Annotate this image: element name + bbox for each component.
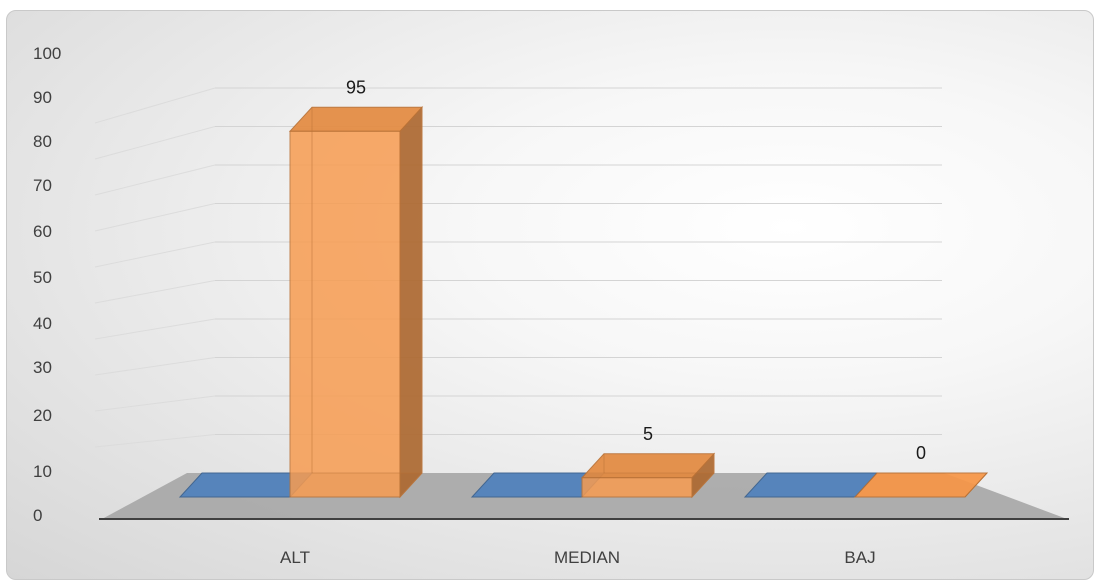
bar-alt-series2-side [399, 105, 423, 499]
bar-chart: 0 10 20 30 40 50 60 70 80 90 100 95 ALT 5 MEDIAN 0 BAJ [33, 44, 1069, 567]
y-tick-label: 0 [33, 506, 42, 525]
chart-area: 0 10 20 30 40 50 60 70 80 90 100 95 ALT 5 MEDIAN 0 BAJ [6, 10, 1094, 580]
data-label: 5 [643, 424, 653, 444]
bar-baj-series2-top [853, 472, 989, 498]
data-label: 0 [916, 443, 926, 463]
x-tick-label: BAJ [844, 548, 875, 567]
gridline-side [94, 241, 216, 268]
y-tick-label: 60 [33, 222, 52, 241]
gridline-side [94, 203, 216, 232]
y-tick-label: 100 [33, 44, 61, 63]
y-tick-label: 50 [33, 268, 52, 287]
y-tick-label: 70 [33, 176, 52, 195]
y-tick-label: 10 [33, 462, 52, 481]
bar-median-series2-inner-edge [603, 453, 714, 474]
y-tick-label: 20 [33, 406, 52, 425]
bar-alt-series2-inner-edge [311, 107, 422, 474]
bar-baj-series1-top [743, 472, 879, 498]
y-tick-label: 80 [33, 132, 52, 151]
gridline-side [94, 126, 216, 160]
gridline-side [94, 318, 216, 340]
gridline-side [94, 357, 216, 376]
gridline-side [94, 280, 216, 304]
gridline-side [94, 164, 216, 196]
gridline-side [94, 395, 216, 412]
bar-median-series2-front [581, 477, 693, 498]
x-tick-label: MEDIAN [554, 548, 620, 567]
gridline-side [94, 434, 216, 448]
bar-median-series2-top [580, 453, 716, 479]
y-tick-label: 30 [33, 358, 52, 377]
gridline-side [94, 87, 216, 124]
x-tick-label: ALT [280, 548, 310, 567]
bar-alt-series2-front [289, 130, 401, 498]
bar-alt-series2-top [288, 106, 424, 132]
y-tick-label: 40 [33, 314, 52, 333]
y-tick-label: 90 [33, 88, 52, 107]
data-label: 95 [346, 77, 366, 97]
